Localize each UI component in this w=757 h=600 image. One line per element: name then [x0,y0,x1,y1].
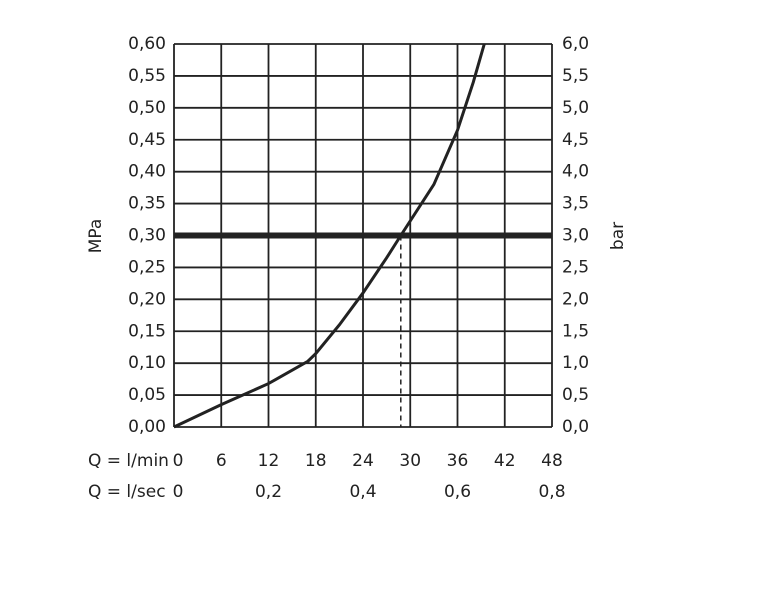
curve [173,43,486,429]
y-tick-label: 0,45 [128,130,166,150]
x2-tick-label: 0 [173,482,184,502]
y-tick-label: 0,05 [128,385,166,405]
y2-axis-label: bar [608,222,628,250]
y2-tick-label: 1,5 [562,321,589,341]
x2-axis-label: Q = l/sec [88,482,166,502]
y-tick-label: 0,20 [128,289,166,309]
y-tick-label: 0,10 [128,353,166,373]
y2-tick-label: 2,0 [562,289,589,309]
x-tick-label: 18 [305,451,327,471]
x-tick-label: 24 [352,451,374,471]
y2-tick-label: 0,0 [562,417,589,437]
y2-tick-label: 5,5 [562,66,589,86]
y2-tick-label: 5,0 [562,98,589,118]
x-axis-label: Q = l/min [88,451,169,471]
y2-tick-label: 0,5 [562,385,589,405]
x2-tick-label: 0,8 [538,482,565,502]
x-tick-label: 36 [447,451,469,471]
y2-tick-label: 4,5 [562,130,589,150]
y-tick-label: 0,60 [128,34,166,54]
y2-tick-label: 6,0 [562,34,589,54]
x2-tick-label: 0,6 [444,482,471,502]
x-tick-label: 12 [258,451,280,471]
y-tick-label: 0,30 [128,226,166,246]
y2-tick-label: 1,0 [562,353,589,373]
x-tick-label: 0 [173,451,184,471]
x-tick-label: 30 [399,451,421,471]
y-tick-label: 0,55 [128,66,166,86]
y-axis-label: MPa [86,219,106,254]
y-tick-label: 0,35 [128,194,166,214]
y-tick-label: 0,50 [128,98,166,118]
y-tick-label: 0,15 [128,321,166,341]
x-tick-label: 48 [541,451,563,471]
y2-tick-label: 3,0 [562,226,589,246]
x-tick-label: 6 [216,451,227,471]
y2-tick-label: 3,5 [562,194,589,214]
y2-tick-label: 2,5 [562,257,589,277]
x2-tick-label: 0,2 [255,482,282,502]
y-tick-label: 0,00 [128,417,166,437]
y2-tick-label: 4,0 [562,162,589,182]
x2-tick-label: 0,4 [349,482,376,502]
y-tick-label: 0,40 [128,162,166,182]
x-tick-label: 42 [494,451,516,471]
y-tick-label: 0,25 [128,257,166,277]
